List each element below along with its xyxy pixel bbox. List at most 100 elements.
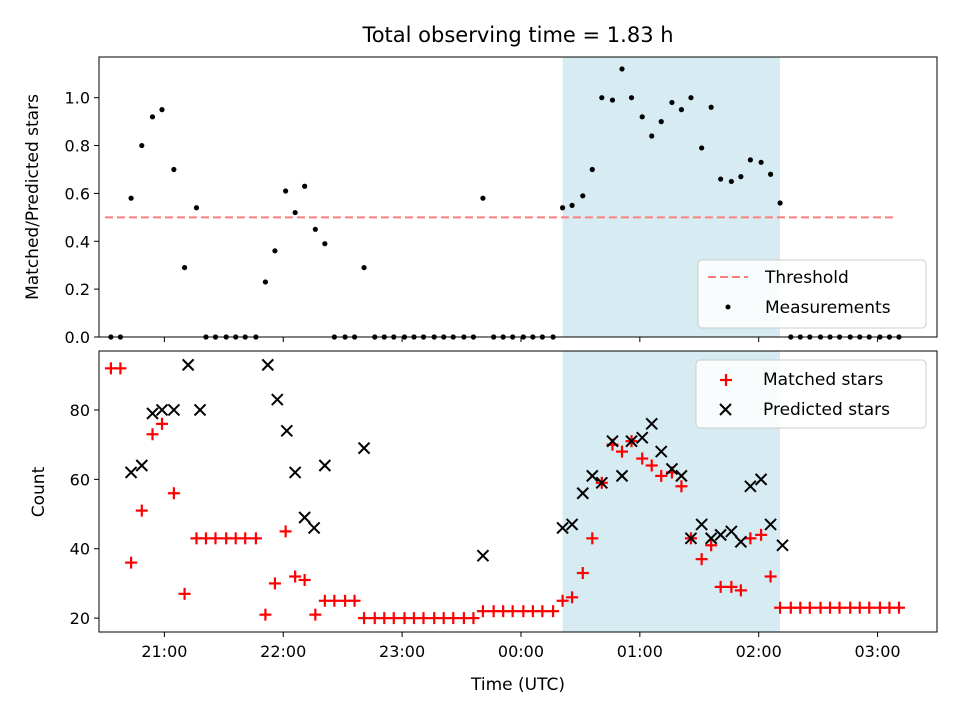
measurement-point: [599, 95, 605, 101]
top-y-tick-label: 0.2: [65, 280, 90, 299]
predicted-star-point: [675, 469, 688, 483]
predicted-star-point: [298, 511, 311, 524]
matched-star-point: [328, 594, 341, 607]
legend-predicted-label: Predicted stars: [763, 400, 890, 420]
matched-star-point: [467, 612, 480, 625]
measurement-point: [777, 200, 783, 206]
x-tick-label: 00:00: [498, 642, 544, 661]
matched-star-point: [863, 601, 876, 614]
measurement-point: [678, 107, 685, 113]
matched-star-point: [892, 601, 905, 614]
top-panel: 0.0 0.2 0.4 0.6 0.8 1.0 Matched/Predicted sta…: [23, 56, 938, 347]
bottom-y-tick-label: 60: [70, 470, 90, 489]
legend-measurements-label: Measurements: [765, 298, 891, 318]
top-axes-frame: [98, 56, 938, 338]
predicted-star-point: [636, 431, 649, 444]
predicted-star-point: [776, 539, 789, 552]
matched-star-point: [125, 556, 138, 569]
measurement-point: [747, 157, 753, 163]
predicted-star-point: [146, 407, 159, 420]
measurement-point: [322, 241, 328, 247]
predicted-star-point: [155, 403, 169, 417]
matched-star-point: [155, 417, 168, 430]
predicted-star-point: [744, 480, 757, 493]
matched-star-point: [476, 605, 489, 618]
x-tick-label: 03:00: [855, 642, 901, 661]
predicted-star-point: [576, 487, 589, 500]
matched-star-point: [556, 594, 569, 607]
bottom-y-tick-label: 20: [70, 609, 90, 628]
measurement-point: [619, 66, 625, 72]
measurement-point: [272, 248, 278, 254]
top-y-tick-label: 0.0: [65, 328, 90, 347]
top-y-axis-label: Matched/Predicted stars: [23, 94, 43, 300]
bottom-axes-frame: [98, 350, 938, 633]
matched-star-point: [675, 480, 688, 493]
predicted-star-point: [754, 473, 768, 486]
matched-star-point: [586, 532, 599, 545]
matched-star-point: [506, 605, 519, 618]
predicted-star-point: [764, 518, 777, 531]
top-y-tick-label: 1.0: [65, 89, 90, 108]
bottom-legend: Matched stars Predicted stars: [695, 359, 927, 429]
top-y-tick-label: 0.4: [65, 232, 90, 251]
measurement-point: [589, 166, 595, 173]
predicted-star-point: [725, 525, 738, 538]
matched-star-point: [298, 573, 311, 586]
matched-star-point: [358, 612, 371, 625]
matched-star-point: [348, 594, 361, 607]
matched-star-point: [268, 577, 281, 590]
matched-star-point: [695, 553, 708, 566]
x-axis-label: Time (UTC): [470, 675, 565, 695]
predicted-star-point: [307, 521, 321, 535]
measurement-point: [559, 205, 566, 211]
matched-star-point: [833, 601, 846, 614]
predicted-star-point: [565, 518, 579, 531]
measurement-point: [649, 133, 655, 139]
matched-star-point: [536, 605, 549, 618]
measurement-point: [669, 99, 675, 106]
measurement-point: [292, 209, 298, 216]
matched-star-point: [576, 567, 589, 580]
measurement-point: [688, 95, 694, 101]
matched-star-point: [309, 608, 322, 621]
matched-star-point: [734, 584, 747, 597]
matched-star-point: [616, 445, 629, 458]
measurement-point: [171, 166, 177, 173]
x-tick-label: 21:00: [141, 642, 187, 661]
x-tick-label: 22:00: [260, 642, 306, 661]
matched-star-point: [725, 580, 738, 593]
measurement-point: [580, 193, 586, 199]
matched-star-point: [239, 532, 252, 545]
measurement-point: [302, 183, 308, 189]
x-tick-label: 01:00: [617, 642, 663, 661]
predicted-star-point: [606, 434, 619, 448]
predicted-star-point: [625, 434, 638, 448]
predicted-star-point: [695, 518, 708, 531]
matched-star-point: [249, 532, 262, 545]
x-tick-label: 02:00: [736, 642, 782, 661]
bottom-legend-box: [695, 359, 927, 429]
matched-star-point: [417, 612, 430, 625]
predicted-star-point: [261, 358, 274, 372]
measurement-point: [609, 97, 616, 103]
top-legend-box: [697, 259, 927, 329]
measurement-point: [708, 104, 714, 110]
predicted-star-point: [655, 445, 668, 458]
measurement-point: [361, 264, 367, 271]
predicted-star-point: [586, 469, 599, 483]
predicted-star-point: [193, 403, 207, 417]
measurement-point: [628, 95, 635, 101]
matched-star-point: [146, 428, 159, 441]
matched-star-point: [289, 570, 302, 583]
bottom-panel: 20 40 60 80 21:00 22:00 23:00 00:00 01:00 02:00 0…: [29, 350, 938, 695]
measurement-point: [283, 188, 289, 194]
measurement-point: [128, 195, 134, 201]
matched-star-point: [387, 612, 400, 625]
measurement-point: [193, 205, 200, 211]
measurement-point: [312, 226, 318, 232]
predicted-star-point: [595, 476, 609, 490]
measurement-point: [149, 114, 156, 120]
measurement-point: [738, 174, 744, 180]
